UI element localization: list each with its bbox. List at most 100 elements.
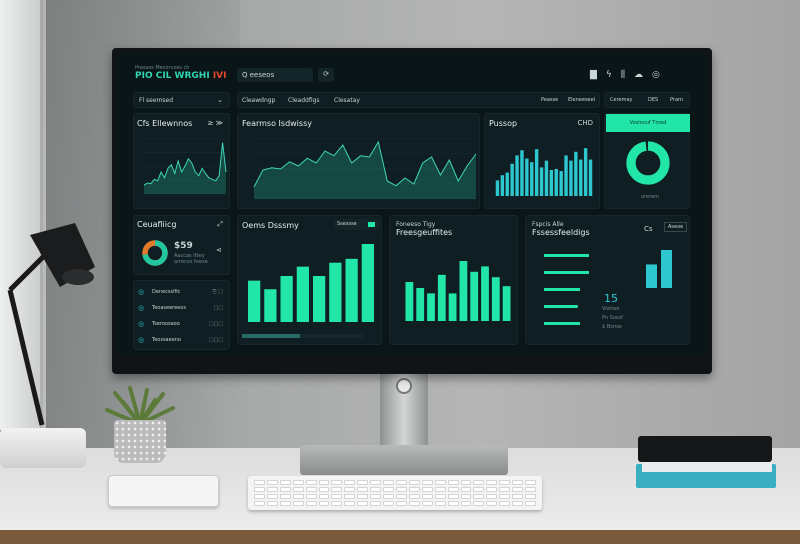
key xyxy=(512,501,524,506)
horizontal-bar-chart xyxy=(544,254,589,325)
plant-leaves xyxy=(105,386,175,426)
toggle-switch[interactable] xyxy=(368,222,375,227)
right-tab-1[interactable]: DES xyxy=(648,97,659,103)
bar xyxy=(515,155,519,196)
bar xyxy=(539,167,544,196)
scrollbar[interactable] xyxy=(242,334,362,338)
bar xyxy=(500,175,505,196)
key xyxy=(473,494,485,499)
bar xyxy=(502,286,511,321)
expand-icon[interactable]: ⤢ xyxy=(217,220,223,228)
key xyxy=(447,494,459,499)
key xyxy=(434,501,446,506)
bar xyxy=(574,151,578,196)
key xyxy=(383,494,394,499)
logo-accent: IVI xyxy=(212,71,227,81)
key xyxy=(408,487,420,492)
key xyxy=(486,501,498,506)
bar xyxy=(559,171,563,196)
key xyxy=(473,480,485,485)
key xyxy=(357,487,369,492)
key xyxy=(525,501,536,506)
bar xyxy=(313,275,326,322)
key xyxy=(292,501,304,506)
hbar xyxy=(544,322,580,325)
key xyxy=(473,501,485,506)
key xyxy=(447,480,459,485)
tab-1[interactable]: Cleaddfigs xyxy=(288,97,320,104)
panel-a-title: Cfs Ellewnnos xyxy=(137,119,193,128)
tab-0[interactable]: Cleawdngp xyxy=(242,97,276,104)
bar xyxy=(427,293,435,321)
key xyxy=(460,501,472,506)
lamp-base xyxy=(0,428,86,468)
key xyxy=(486,487,498,492)
chevron-down-icon: ⌄ xyxy=(217,96,223,104)
key xyxy=(344,487,356,492)
key xyxy=(447,487,459,492)
key xyxy=(254,487,265,492)
cable-hole xyxy=(396,378,412,394)
right-tab-2[interactable]: Pram xyxy=(670,97,683,103)
list-item[interactable]: ◎ Teoaseereeos □□ xyxy=(138,303,225,315)
list-item[interactable]: ◎ Tseroosaoo □□□ xyxy=(138,319,225,331)
key xyxy=(370,487,382,492)
filter-dropdown[interactable]: Fl seemsed ⌄ xyxy=(133,92,230,108)
view-report-button[interactable]: Vosloouf Tmed xyxy=(606,114,690,132)
bar-chart-f xyxy=(248,244,374,322)
list-item[interactable]: ◎ Denecsslfic ⎘ □ xyxy=(138,287,225,299)
bar xyxy=(525,158,529,196)
key xyxy=(396,501,407,506)
key xyxy=(370,480,382,485)
bar xyxy=(448,293,457,321)
bar xyxy=(505,172,509,196)
tab-action-0[interactable]: Peasse xyxy=(541,97,559,103)
search-input[interactable]: Q eeseos xyxy=(237,68,313,82)
list-item-label: Tseroosaoo xyxy=(152,321,180,327)
list-item[interactable]: ◎ Teossaeeno □□□ xyxy=(138,335,225,347)
sliders-icon[interactable]: ⫼ xyxy=(620,70,634,80)
summary-value: $59 xyxy=(174,241,193,251)
bolt-icon[interactable]: ϟ xyxy=(605,70,621,80)
settings-icon[interactable]: ◎ xyxy=(652,70,669,80)
panel-a-controls[interactable]: ≥ ≫ xyxy=(207,119,223,127)
list-item-icon: ◎ xyxy=(138,304,145,312)
bar xyxy=(361,244,374,322)
key xyxy=(266,487,278,492)
scrollbar-thumb[interactable] xyxy=(242,334,300,338)
toggle-label: Ssessse xyxy=(337,221,357,227)
key xyxy=(460,494,472,499)
right-tab-0[interactable]: Ceremay xyxy=(610,97,633,103)
tab-action-1[interactable]: Eleneeseel xyxy=(568,97,596,103)
panel-h-button[interactable]: Aseoe xyxy=(664,222,688,232)
bar xyxy=(579,159,583,196)
key xyxy=(266,501,278,506)
key xyxy=(460,480,472,485)
share-icon[interactable]: ⋖ xyxy=(216,246,222,254)
bar xyxy=(564,155,568,196)
refresh-button[interactable]: ⟳ xyxy=(318,68,334,82)
key xyxy=(499,501,511,506)
panel-d-caption: orerem xyxy=(641,194,659,200)
panel-e-title: Ceuafliicg xyxy=(137,220,177,229)
file-icon[interactable]: ▇ xyxy=(590,70,606,80)
key xyxy=(408,480,420,485)
key xyxy=(331,494,343,499)
bar xyxy=(405,282,414,321)
toggle-control[interactable]: Ssessse xyxy=(334,219,379,230)
list-item-label: Denecsslfic xyxy=(152,289,181,295)
panel-c-title: Pussop xyxy=(489,119,518,128)
list-item-label: Teoaseereeos xyxy=(152,305,186,311)
tab-2[interactable]: Clesatay xyxy=(334,97,360,104)
panel-donut: Vosloouf Tmed orerem xyxy=(604,113,690,209)
bar-chart-g xyxy=(405,261,511,321)
user-icon[interactable]: ☁ xyxy=(634,70,652,80)
key xyxy=(344,480,356,485)
bar xyxy=(510,163,514,196)
key xyxy=(512,494,524,499)
panel-summary: Ceuafliicg ⤢ $59 Aaccas Ittey arrecos fe… xyxy=(133,215,230,275)
key xyxy=(383,487,394,492)
key xyxy=(512,480,524,485)
key xyxy=(396,487,407,492)
key xyxy=(305,487,317,492)
